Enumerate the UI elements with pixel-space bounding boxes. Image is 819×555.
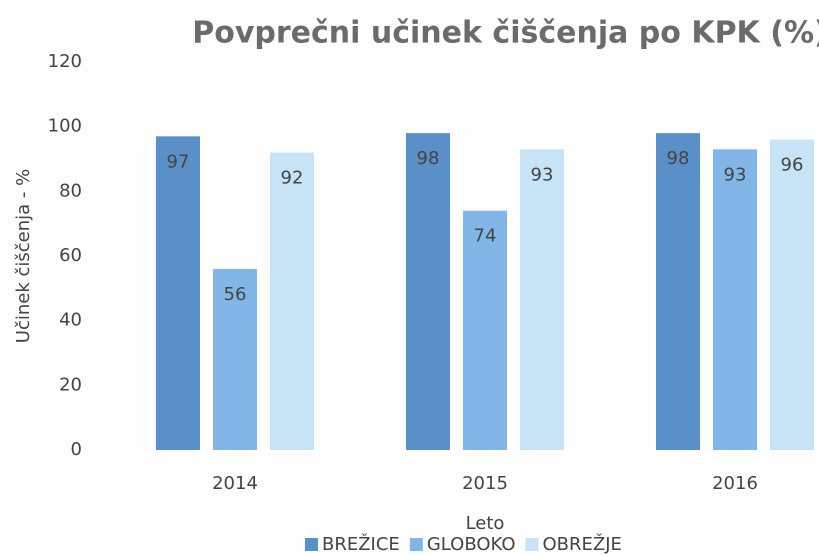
- legend-label: BREŽICE: [322, 533, 400, 555]
- y-tick-label: 80: [59, 180, 82, 201]
- bar: [520, 149, 564, 451]
- bar: [770, 139, 814, 450]
- bar: [463, 210, 507, 450]
- bar: [713, 149, 757, 451]
- data-label: 92: [281, 168, 304, 189]
- bar: [656, 133, 700, 450]
- bar: [406, 133, 450, 450]
- y-axis-label: Učinek čiščenja - %: [13, 169, 34, 343]
- data-label: 56: [224, 284, 247, 305]
- y-tick-label: 100: [48, 116, 82, 137]
- data-label: 93: [531, 164, 554, 185]
- legend-label: GLOBOKO: [427, 534, 516, 555]
- x-tick-label: 2015: [462, 473, 508, 494]
- data-label: 93: [724, 164, 747, 185]
- y-tick-label: 40: [59, 310, 82, 331]
- y-tick-label: 20: [59, 374, 82, 395]
- data-label: 97: [167, 151, 190, 172]
- data-label: 74: [474, 226, 497, 247]
- bar: [156, 136, 200, 450]
- y-tick-label: 120: [48, 51, 82, 72]
- legend-swatch: [305, 538, 318, 551]
- y-tick-label: 60: [59, 245, 82, 266]
- bar: [213, 268, 257, 450]
- legend-swatch: [525, 538, 539, 551]
- legend-label: OBREŽJE: [543, 533, 622, 555]
- data-label: 96: [781, 155, 804, 176]
- bar: [270, 152, 314, 451]
- data-label: 98: [667, 148, 690, 169]
- chart-title: Povprečni učinek čiščenja po KPK (%): [192, 16, 819, 51]
- x-tick-label: 2016: [712, 473, 758, 494]
- legend-swatch: [409, 538, 423, 551]
- x-tick-label: 2014: [212, 473, 258, 494]
- x-axis-label: Leto: [466, 513, 505, 534]
- y-tick-label: 0: [71, 439, 82, 460]
- data-label: 98: [417, 148, 440, 169]
